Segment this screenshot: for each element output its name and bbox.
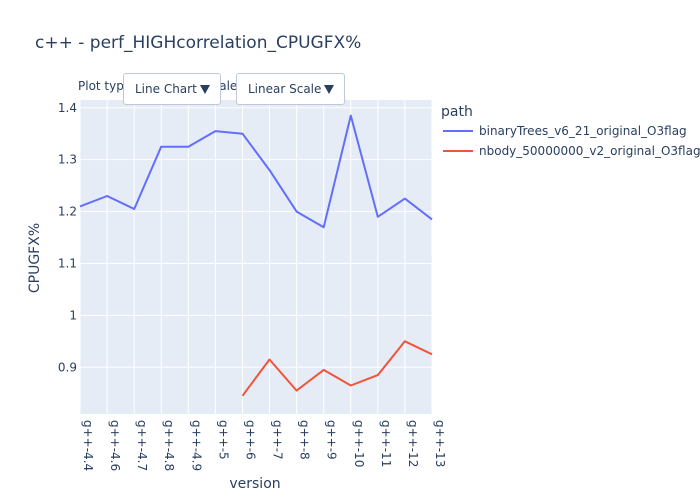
series-lines [79,114,433,397]
x-axis-title: version [229,476,280,492]
data-point [296,211,298,213]
plot-type-dropdown[interactable]: Line Chart [123,73,221,105]
x-tick-label: g++-4.4 [81,420,95,471]
legend-item-nbody[interactable]: nbody_50000000_v2_original_O3flag [443,144,700,158]
series-line-binarytrees [79,114,433,229]
data-point [431,353,433,355]
chart-title: c++ - perf_HIGHcorrelation_CPUGFX% [35,33,362,53]
data-point [106,195,108,197]
data-point [241,395,243,397]
x-tick-label: g++-4.7 [135,420,149,471]
legend-title: path [441,104,473,120]
y-tick-label: 1.1 [58,256,77,270]
y-axis-ticks: 0.9 1 1.1 1.2 1.3 1.4 [58,101,77,375]
data-point [187,146,189,148]
data-point [214,130,216,132]
x-tick-label: g++-8 [298,420,312,460]
legend-label: binaryTrees_v6_21_original_O3flag [479,124,687,138]
x-tick-label: g++-10 [352,420,366,467]
x-tick-label: g++-7 [271,420,285,460]
data-point [296,390,298,392]
legend-swatch [443,150,473,152]
x-tick-label: g++-4.8 [162,420,176,471]
data-point [350,384,352,386]
data-point [241,133,243,135]
data-point [160,146,162,148]
data-point [431,218,433,220]
data-point [269,169,271,171]
data-point [269,359,271,361]
legend-label: nbody_50000000_v2_original_O3flag [479,144,700,158]
x-tick-label: g++-4.9 [189,420,203,471]
dropdown-arrow-icon [200,84,210,94]
plot-type-value: Line Chart [135,82,197,96]
grid [79,100,433,414]
dropdown-arrow-icon [324,84,334,94]
y-axis-title: CPUGFX% [27,223,43,293]
data-point [323,226,325,228]
data-point [404,198,406,200]
x-axis-ticks: g++-4.4 g++-4.6 g++-4.7 g++-4.8 g++-4.9 g++-5… [81,420,447,471]
y-tick-label: 1 [69,308,77,322]
scale-value: Linear Scale [248,82,322,96]
x-tick-label: g++-5 [216,420,230,460]
plot-type-label: Plot type: [78,79,136,93]
data-point [377,374,379,376]
data-point [323,369,325,371]
data-point [404,340,406,342]
x-tick-label: g++-11 [379,420,393,467]
y-tick-label: 1.2 [58,205,77,219]
x-tick-label: g++-9 [325,420,339,460]
x-tick-label: g++-13 [433,420,447,467]
data-point [133,208,135,210]
data-point [350,115,352,117]
legend-item-binarytrees[interactable]: binaryTrees_v6_21_original_O3flag [443,124,687,138]
series-line-nbody [241,340,433,397]
x-tick-label: g++-6 [243,420,257,460]
x-tick-label: g++-4.6 [108,420,122,471]
legend-swatch [443,130,473,132]
x-tick-label: g++-12 [406,420,420,467]
data-point [79,205,81,207]
y-tick-label: 1.4 [58,101,77,115]
scale-dropdown[interactable]: Linear Scale [236,73,345,105]
data-point [377,216,379,218]
y-tick-label: 0.9 [58,360,77,374]
y-tick-label: 1.3 [58,153,77,167]
